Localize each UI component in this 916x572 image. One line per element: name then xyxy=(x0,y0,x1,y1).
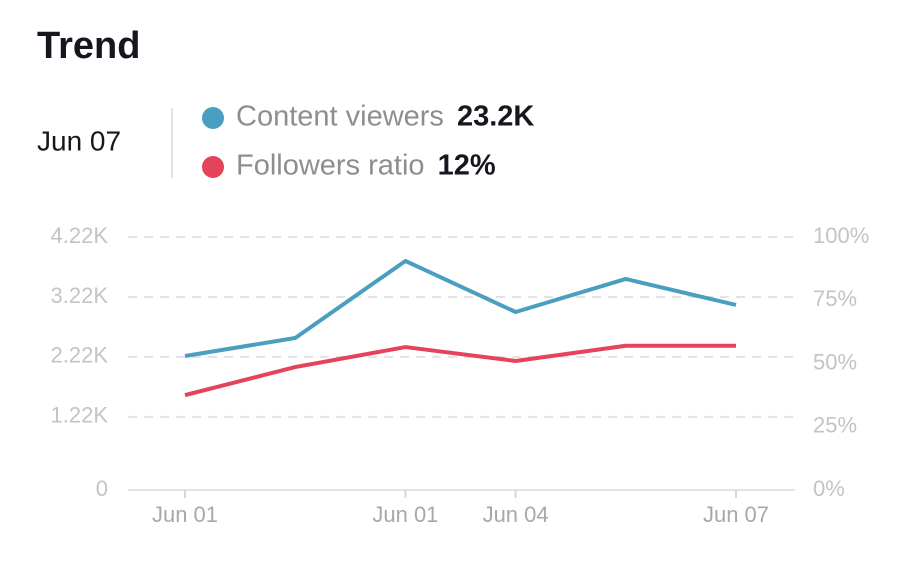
legend-dot xyxy=(202,107,224,129)
x-tick-label: Jun 01 xyxy=(152,502,218,527)
y2-tick-label: 0% xyxy=(813,476,845,501)
y-tick-label: 3.22K xyxy=(51,283,109,308)
x-tick-label: Jun 04 xyxy=(483,502,549,527)
y-tick-label: 0 xyxy=(96,476,108,501)
y-tick-label: 2.22K xyxy=(51,343,109,368)
legend-name: Followers ratio xyxy=(236,150,425,182)
y2-tick-label: 100% xyxy=(813,223,869,248)
legend-dot xyxy=(202,156,224,178)
line-series xyxy=(184,258,737,358)
chart-title: Trend xyxy=(37,25,140,67)
y-tick-label: 4.22K xyxy=(51,223,109,248)
y-tick-label: 1.22K xyxy=(51,403,109,428)
legend-name: Content viewers xyxy=(236,101,444,133)
y2-tick-label: 75% xyxy=(813,286,857,311)
x-tick-label: Jun 01 xyxy=(372,502,438,527)
x-tick-label: Jun 07 xyxy=(703,502,769,527)
legend-value: 23.2K xyxy=(457,101,534,133)
line-series xyxy=(184,343,736,398)
legend-value: 12% xyxy=(438,150,496,182)
y2-tick-label: 50% xyxy=(813,349,857,374)
y2-tick-label: 25% xyxy=(813,413,857,438)
selected-date: Jun 07 xyxy=(37,125,121,156)
